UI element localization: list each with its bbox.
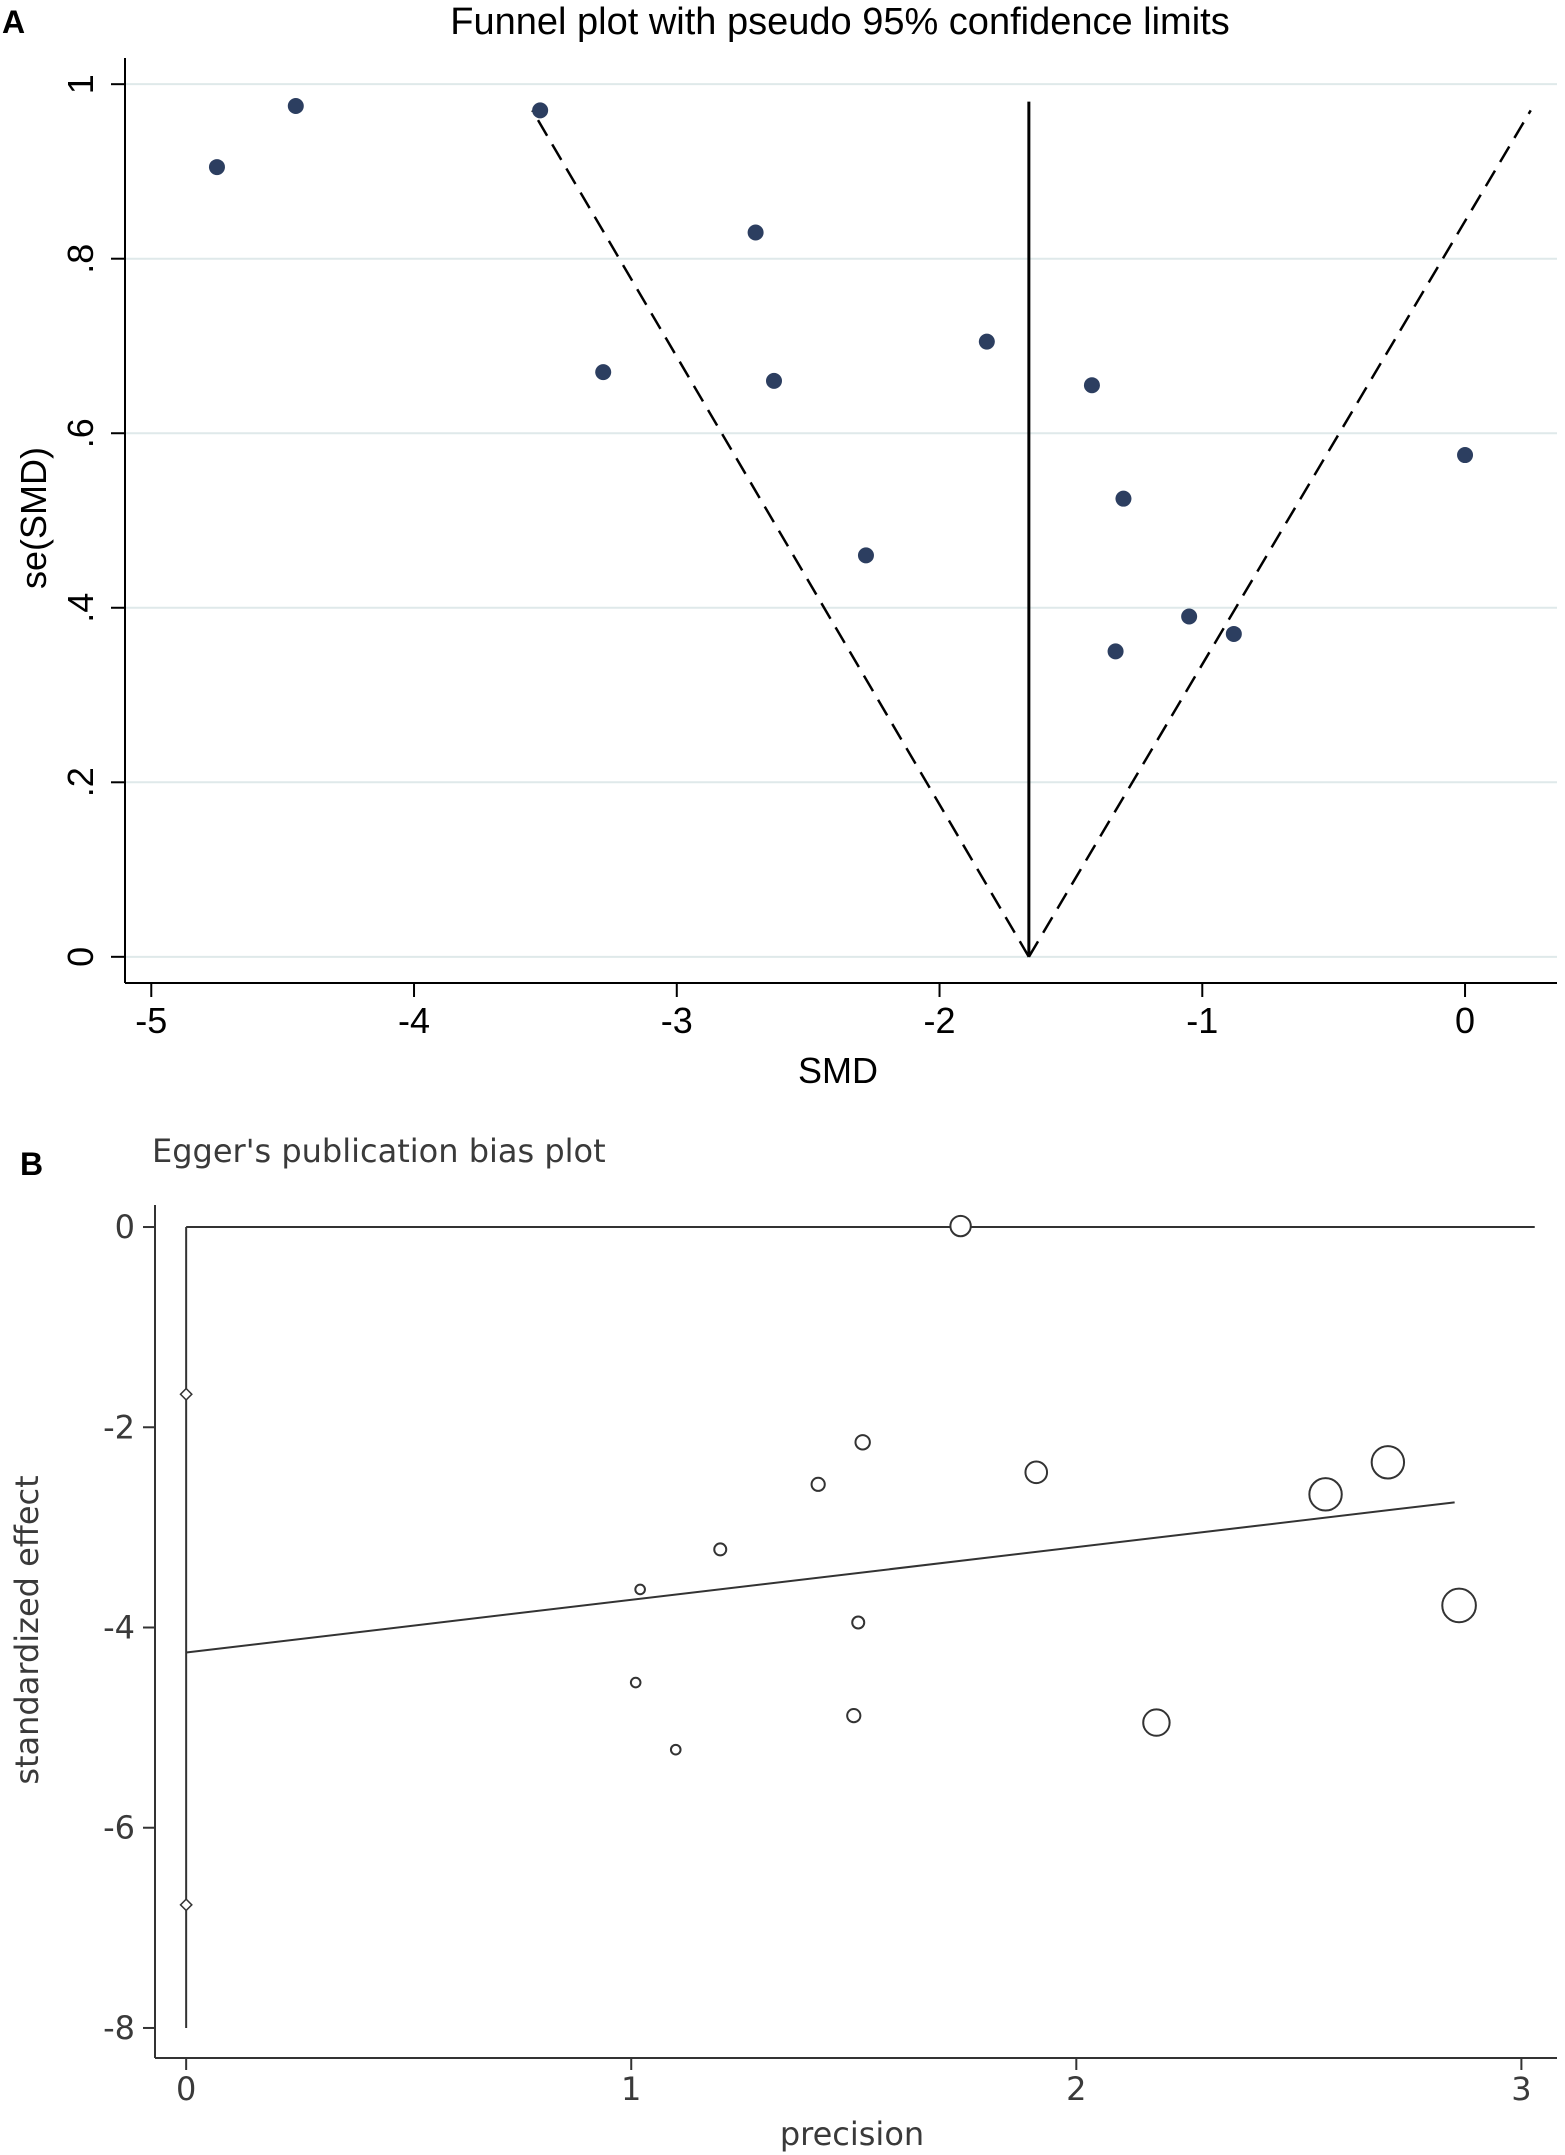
egger-data-point	[713, 1542, 728, 1557]
funnel-data-point	[208, 159, 225, 176]
funnel-data-point	[1083, 377, 1100, 394]
funnel-data-point	[1115, 490, 1132, 507]
egger-x-axis-label: precision	[780, 2115, 924, 2153]
egger-x-tick-label: 3	[1511, 2070, 1531, 2108]
egger-y-tick-label: -4	[103, 1608, 135, 1646]
funnel-y-axis-label: se(SMD)	[13, 447, 54, 589]
funnel-axes	[124, 58, 1557, 984]
egger-x-tick-label: 1	[621, 2070, 641, 2108]
funnel-data-point	[978, 333, 995, 350]
funnel-x-tick-label: -5	[135, 1000, 167, 1041]
funnel-data-point	[595, 364, 612, 381]
egger-data-point	[1024, 1460, 1049, 1485]
egger-y-tick-label: -8	[103, 2009, 135, 2047]
egger-x-tick-label: 2	[1066, 2070, 1086, 2108]
egger-data-point	[1308, 1477, 1343, 1512]
panel-b-label: B	[20, 1146, 43, 1182]
egger-y-tick-label: -2	[103, 1408, 135, 1446]
funnel-x-tick-label: -1	[1186, 1000, 1218, 1041]
egger-data-point	[854, 1434, 871, 1451]
funnel-data-point	[1107, 643, 1124, 660]
egger-data-point	[1142, 1708, 1171, 1737]
egger-data-point	[846, 1707, 862, 1724]
egger-regression-line	[186, 1501, 1455, 1654]
egger-y-axis-label: standardized effect	[8, 1475, 46, 1784]
funnel-data-point	[1181, 608, 1198, 625]
egger-data-point	[810, 1476, 826, 1492]
funnel-x-tick-label: 0	[1455, 1000, 1475, 1041]
egger-lines	[179, 1226, 1535, 2028]
egger-y-ticks: 0 -2 -4 -6 -8	[103, 1208, 155, 2047]
funnel-data-point	[765, 372, 782, 389]
egger-y-tick-label: 0	[115, 1208, 135, 1246]
funnel-left-limit	[531, 109, 1030, 958]
funnel-y-tick-label: 1	[60, 74, 101, 94]
funnel-right-limit	[1027, 109, 1532, 958]
egger-x-tick-label: 0	[176, 2070, 196, 2108]
funnel-data-point	[287, 97, 304, 114]
funnel-data-point	[1457, 447, 1474, 464]
funnel-y-tick-label: .8	[60, 244, 101, 274]
funnel-data-point	[857, 547, 874, 564]
funnel-points	[208, 97, 1474, 660]
egger-axes	[154, 1205, 1557, 2059]
funnel-y-tick-label: 0	[60, 947, 101, 967]
funnel-gridlines	[125, 83, 1557, 958]
funnel-x-tick-label: -2	[924, 1000, 956, 1041]
egger-data-point	[629, 1676, 642, 1689]
egger-plot-panel: B Egger's publication bias plot 0 1 2 3 0 -2…	[8, 1132, 1557, 2153]
funnel-y-tick-label: .4	[60, 593, 101, 623]
egger-data-point	[669, 1743, 682, 1756]
panel-a-label: A	[2, 4, 25, 40]
egger-data-point	[634, 1583, 646, 1596]
funnel-data-point	[1225, 625, 1242, 642]
egger-data-point	[1370, 1445, 1406, 1480]
funnel-x-ticks: -5 -4 -3 -2 -1 0	[135, 983, 1475, 1041]
funnel-x-axis-label: SMD	[798, 1050, 878, 1091]
funnel-data-point	[747, 224, 764, 241]
funnel-y-tick-label: .6	[60, 418, 101, 448]
egger-points	[629, 1214, 1477, 1756]
egger-chart-title: Egger's publication bias plot	[152, 1132, 606, 1170]
funnel-chart-title: Funnel plot with pseudo 95% confidence l…	[450, 1, 1229, 43]
funnel-plot-panel: A Funnel plot with pseudo 95% confidence…	[2, 1, 1557, 1091]
funnel-limits	[531, 101, 1532, 958]
egger-x-ticks: 0 1 2 3	[176, 2058, 1532, 2108]
egger-data-point	[949, 1214, 972, 1238]
funnel-x-tick-label: -3	[661, 1000, 693, 1041]
funnel-y-tick-label: .2	[60, 767, 101, 797]
egger-y-tick-label: -6	[103, 1809, 135, 1847]
egger-data-point	[1441, 1587, 1477, 1624]
funnel-x-tick-label: -4	[398, 1000, 430, 1041]
funnel-y-ticks: 0 .2 .4 .6 .8 1	[60, 74, 125, 967]
funnel-data-point	[532, 102, 549, 119]
egger-data-point	[851, 1615, 866, 1630]
egger-ci-mark	[179, 1387, 193, 1401]
egger-ci-mark	[179, 1898, 193, 1912]
